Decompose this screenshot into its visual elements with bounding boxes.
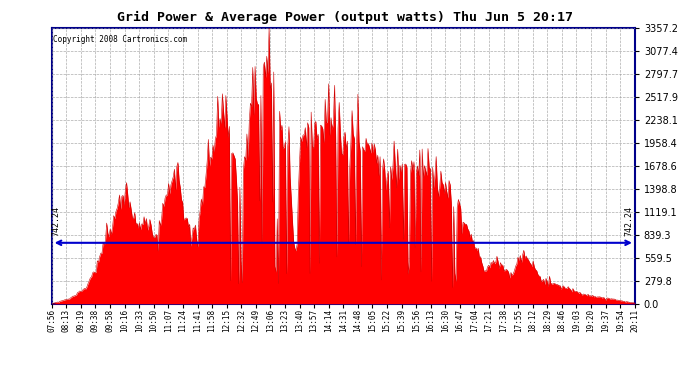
Text: Grid Power & Average Power (output watts) Thu Jun 5 20:17: Grid Power & Average Power (output watts… <box>117 11 573 24</box>
Text: 742.24: 742.24 <box>624 206 633 236</box>
Text: 742.24: 742.24 <box>52 206 61 236</box>
Text: Copyright 2008 Cartronics.com: Copyright 2008 Cartronics.com <box>54 35 188 44</box>
